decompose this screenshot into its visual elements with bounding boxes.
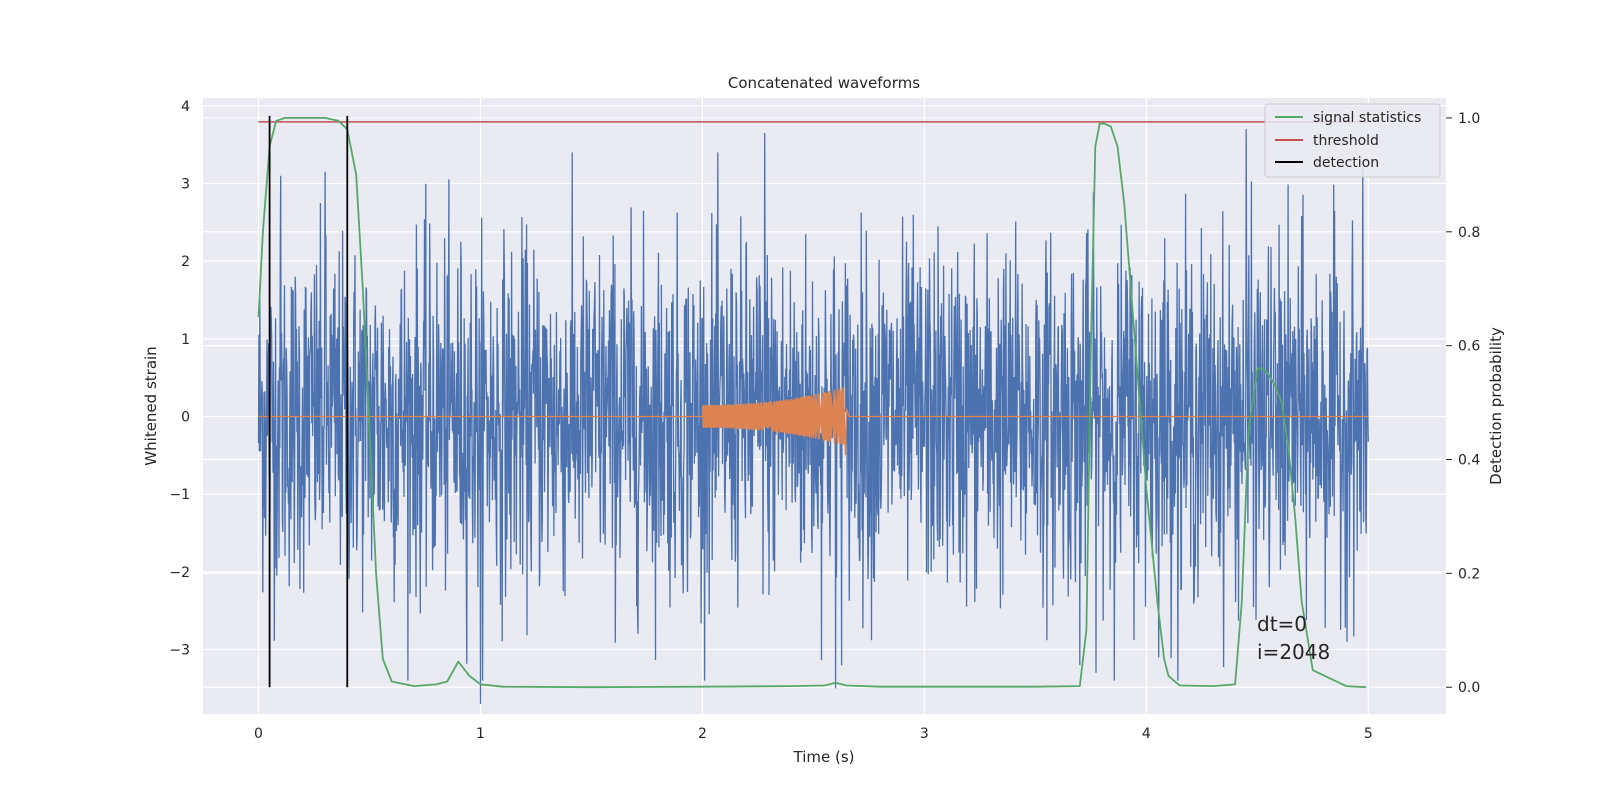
y-left-tick-label: 2: [181, 254, 190, 270]
legend: signal statistics threshold detection: [1264, 103, 1441, 178]
legend-label-threshold: threshold: [1313, 133, 1379, 149]
y-left-tick-label: 3: [181, 176, 190, 192]
y-left-tick-label: −1: [169, 487, 190, 503]
series-signal-statistics: [257, 117, 1367, 689]
tick-labels: 0 1 2 3 4 5 −3 −2 −1 0 1 2 3 4 0.0 0.2 0.4 0.6 0.8 1.0: [169, 99, 1480, 742]
y-left-tick-label: 0: [181, 409, 190, 425]
y-right-tick-label: 0.4: [1458, 453, 1480, 469]
y-right-tick-label: 0.6: [1458, 339, 1480, 355]
annotation-dt: dt=0: [1257, 612, 1307, 636]
y-left-tick-label: −2: [169, 565, 190, 581]
legend-label-detection: detection: [1313, 155, 1379, 171]
y-left-tick-label: 4: [181, 99, 190, 115]
y-right-tick-label: 0.0: [1458, 680, 1480, 696]
y-left-tick-label: −3: [169, 643, 190, 659]
x-tick-label: 2: [698, 726, 707, 742]
legend-label-signal-statistics: signal statistics: [1313, 110, 1421, 126]
y-axis-label-left: Whitened strain: [142, 346, 160, 465]
data-series: [257, 115, 1369, 704]
x-tick-label: 5: [1364, 726, 1373, 742]
legend-box: [1264, 103, 1441, 178]
series-injected-signal: [258, 387, 1369, 456]
annotation-i: i=2048: [1257, 640, 1330, 664]
y-axis-label-right: Detection probability: [1487, 327, 1505, 485]
chart-title: Concatenated waveforms: [728, 74, 920, 92]
y-right-tick-label: 0.2: [1458, 566, 1480, 582]
y-left-tick-label: 1: [181, 332, 190, 348]
x-tick-label: 4: [1142, 726, 1151, 742]
y-right-tick-label: 1.0: [1458, 111, 1480, 127]
y-right-tick-label: 0.8: [1458, 225, 1480, 241]
x-tick-label: 3: [920, 726, 929, 742]
x-tick-label: 1: [476, 726, 485, 742]
x-axis-label: Time (s): [793, 748, 855, 766]
x-tick-label: 0: [254, 726, 263, 742]
